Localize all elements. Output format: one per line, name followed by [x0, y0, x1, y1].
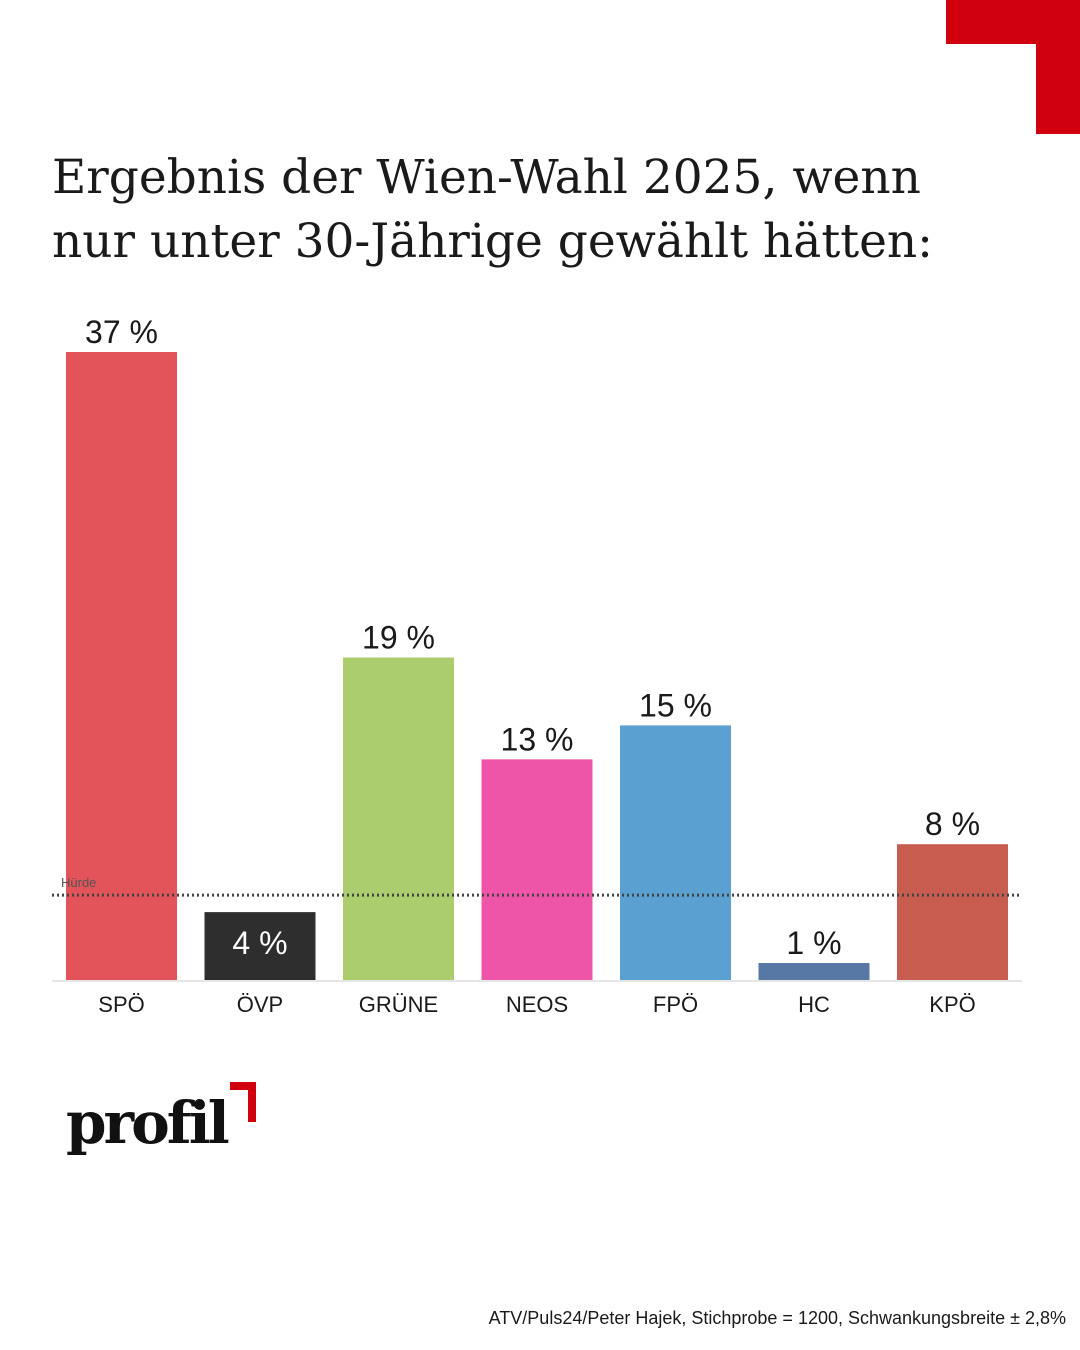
- profil-logo: profil: [64, 1080, 264, 1170]
- category-label-3: NEOS: [506, 992, 568, 1017]
- bar-2: [343, 657, 454, 980]
- value-label-4: 15 %: [639, 687, 712, 723]
- category-label-1: ÖVP: [237, 992, 283, 1017]
- value-label-3: 13 %: [501, 721, 574, 757]
- logo-wordmark: profil: [66, 1089, 230, 1157]
- corner-accent-mark: [946, 0, 1080, 134]
- value-label-5: 1 %: [786, 925, 841, 961]
- category-label-0: SPÖ: [98, 992, 144, 1017]
- title-line-1: Ergebnis der Wien-Wahl 2025, wenn: [52, 150, 921, 205]
- value-label-1: 4 %: [232, 925, 287, 961]
- bar-chart: 37 % SPÖ 4 % ÖVP 19 % GRÜNE 13 % NEOS 15 % FPÖ 1 %…: [52, 314, 1022, 1017]
- threshold-label: Hürde: [61, 875, 96, 890]
- source-note: ATV/Puls24/Peter Hajek, Stichprobe = 120…: [488, 1308, 1066, 1328]
- value-label-6: 8 %: [925, 806, 980, 842]
- bar-1: [204, 912, 316, 980]
- bar-4: [620, 725, 731, 980]
- logo-corner-mark: [230, 1082, 256, 1122]
- bar-0: [66, 352, 177, 980]
- bar-5: [758, 963, 870, 980]
- category-label-5: HC: [798, 992, 830, 1017]
- category-label-2: GRÜNE: [359, 992, 438, 1017]
- value-label-2: 19 %: [362, 620, 435, 656]
- bar-6: [897, 844, 1008, 980]
- category-label-4: FPÖ: [653, 992, 698, 1017]
- title-line-2: nur unter 30-Jährige gewählt hätten:: [52, 214, 934, 269]
- chart-title: Ergebnis der Wien-Wahl 2025, wenn nur un…: [52, 146, 952, 274]
- category-label-6: KPÖ: [929, 992, 975, 1017]
- value-label-0: 37 %: [85, 314, 158, 350]
- bar-3: [481, 759, 593, 980]
